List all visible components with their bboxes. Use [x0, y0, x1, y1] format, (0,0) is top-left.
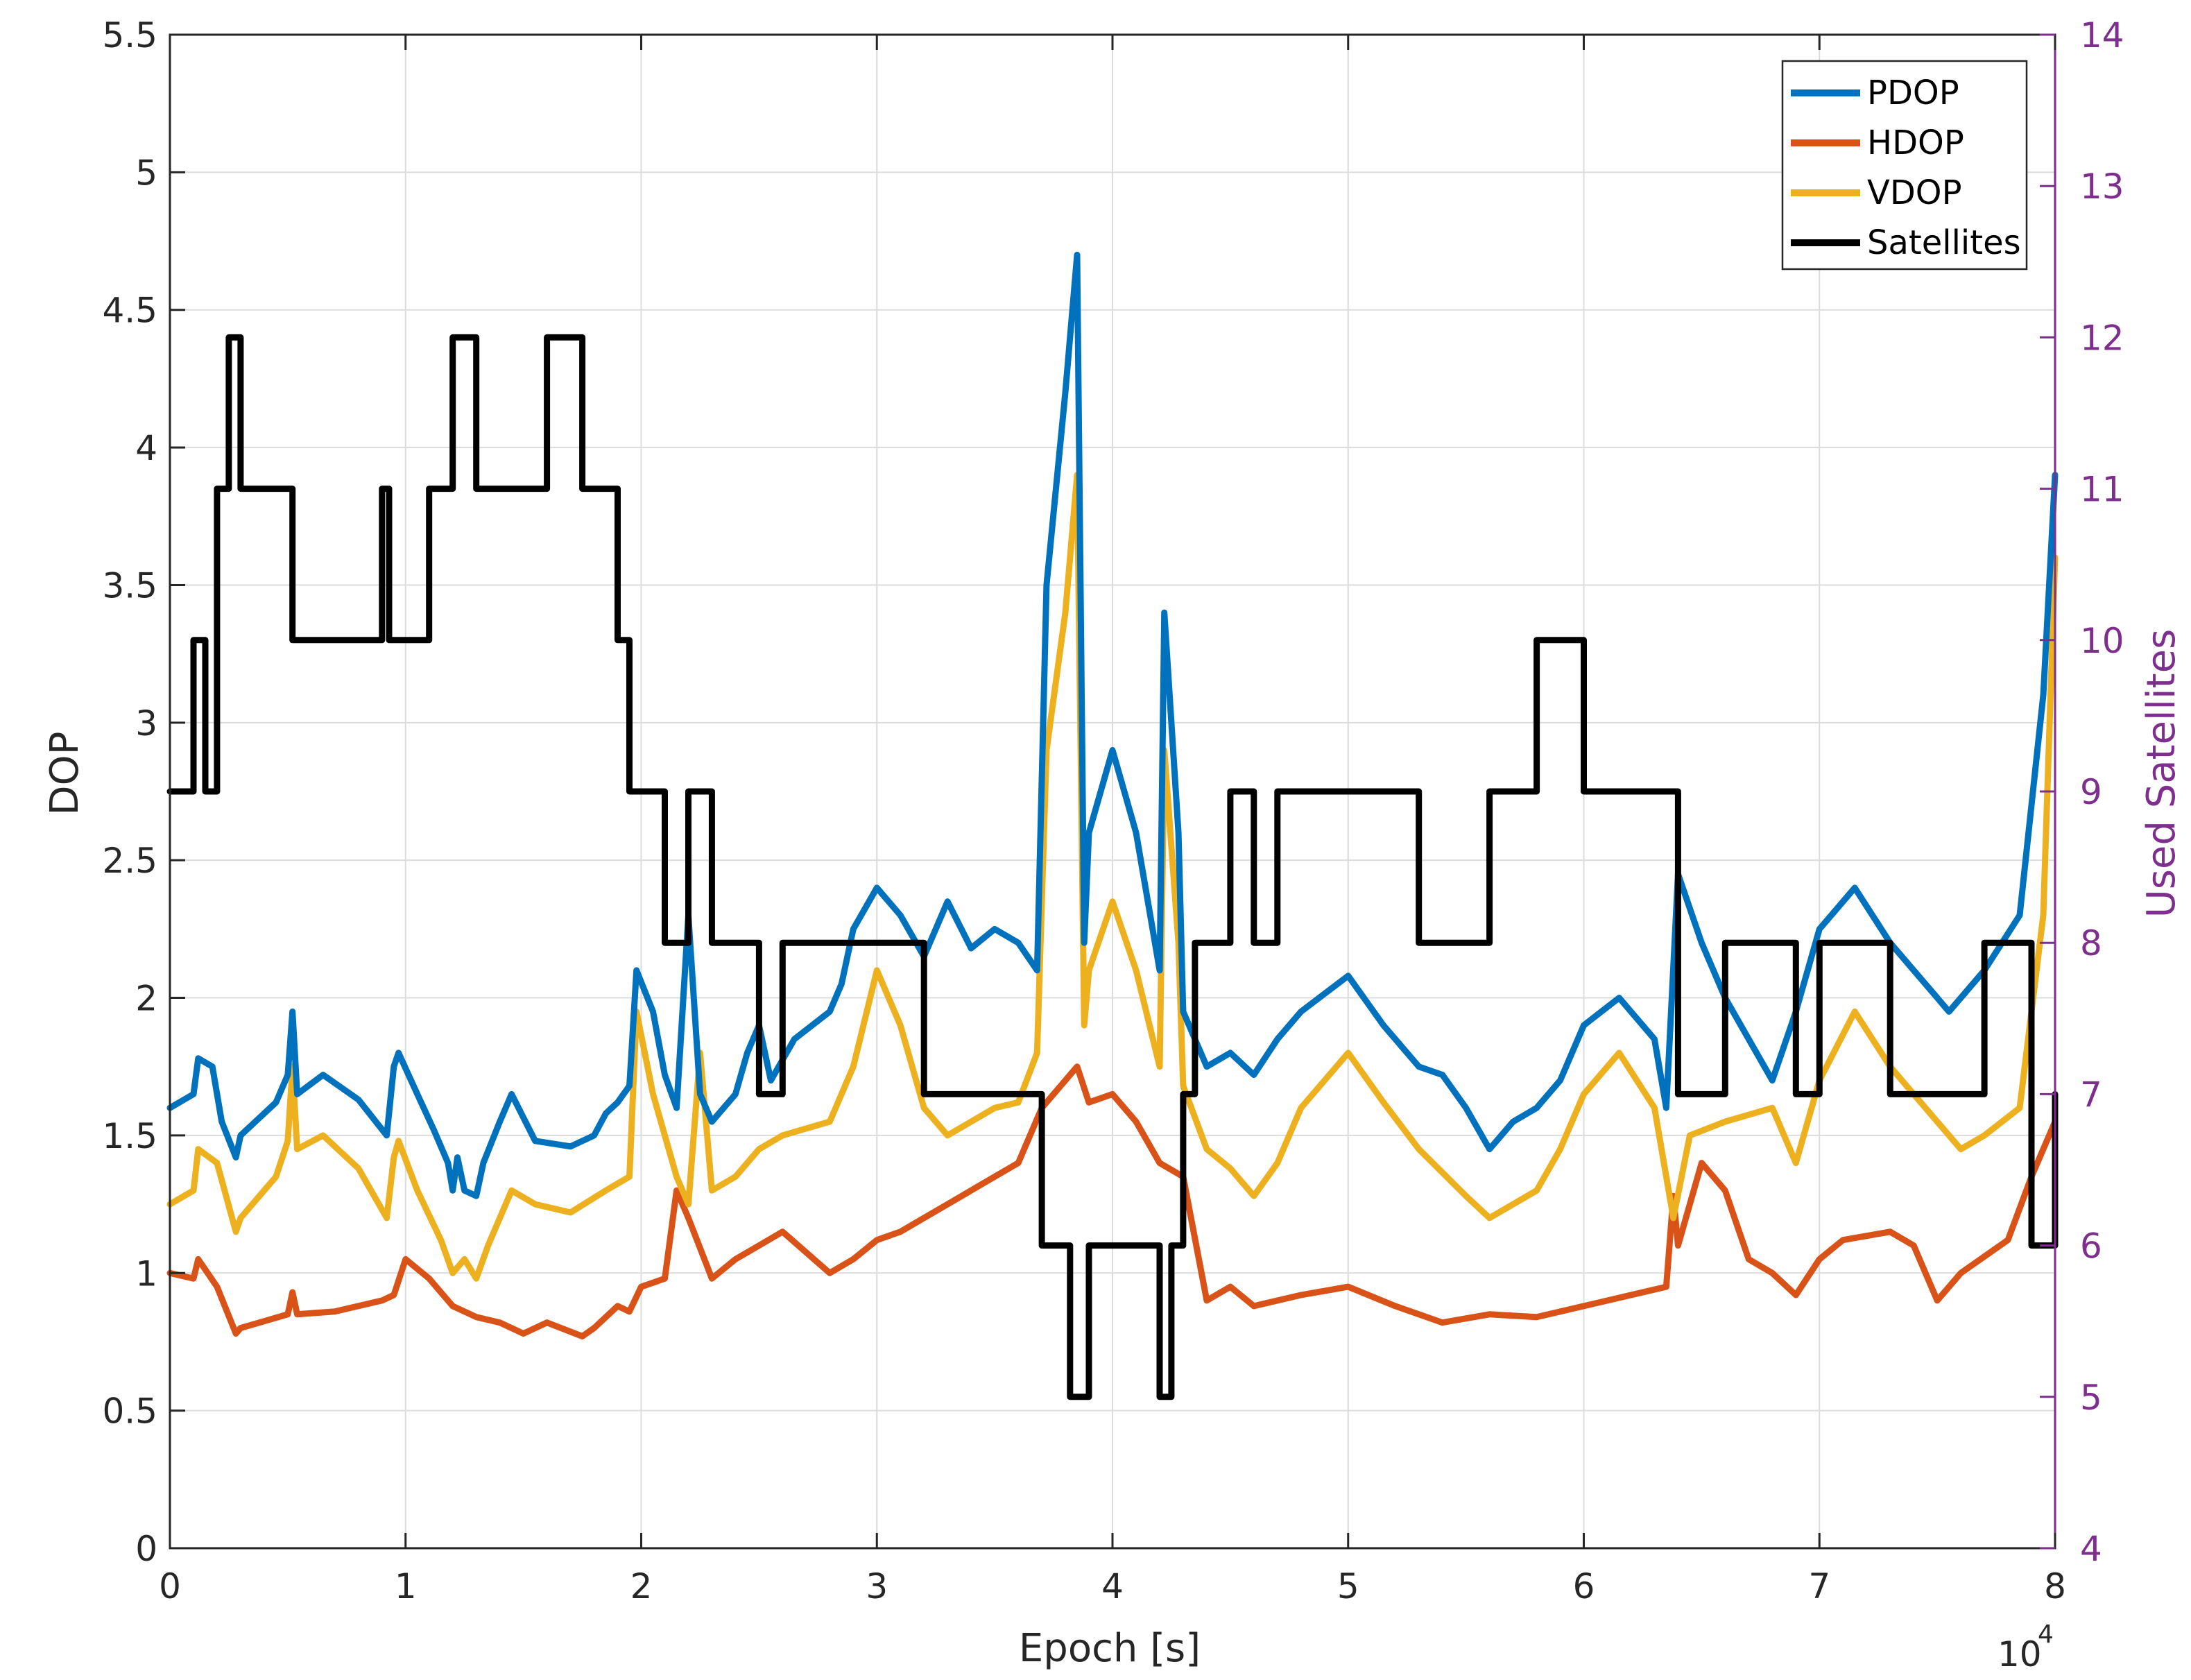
y-right-tick-label: 11: [2080, 470, 2124, 510]
legend-label-hdop: HDOP: [1867, 123, 1964, 162]
y-right-tick-label: 9: [2080, 772, 2102, 812]
y-right-tick-label: 13: [2080, 166, 2124, 207]
y-right-tick-label: 5: [2080, 1378, 2102, 1418]
y-left-tick-label: 3.5: [102, 565, 157, 606]
y-left-tick-label: 0.5: [102, 1391, 157, 1432]
x-tick-label: 1: [395, 1566, 417, 1606]
y-right-tick-label: 12: [2080, 318, 2124, 358]
series-line-hdop: [166, 1063, 2059, 1339]
series-line-satellites: [166, 334, 2059, 1400]
x-tick-label: 6: [1573, 1566, 1595, 1606]
x-axis-title: Epoch [s]: [1019, 1626, 1201, 1671]
y-left-tick-label: 5: [135, 153, 157, 193]
x-tick-label: 8: [2044, 1566, 2066, 1606]
x-tick-label: 0: [159, 1566, 181, 1606]
y-left-tick-label: 2: [135, 979, 157, 1019]
legend-label-satellites: Satellites: [1867, 223, 2021, 262]
y-right-tick-label: 4: [2080, 1529, 2102, 1569]
x-tick-label: 3: [866, 1566, 888, 1606]
y-right-tick-label: 6: [2080, 1226, 2102, 1267]
grid-lines: [170, 35, 2055, 1548]
x-multiplier: 10 4: [1997, 1620, 2054, 1674]
x-tick-label: 2: [630, 1566, 653, 1606]
y-left-tick-label: 5.5: [102, 15, 157, 55]
y-right-tick-label: 14: [2080, 15, 2124, 55]
x-tick-label: 4: [1101, 1566, 1124, 1606]
y-left-axis-title: DOP: [42, 732, 87, 816]
y-left-tick-label: 0: [135, 1529, 157, 1569]
y-left-axis-ticks: 0 0.5 1 1.5 2 2.5 3 3.5 4 4.5 5 5.5: [102, 15, 185, 1569]
y-right-tick-label: 8: [2080, 923, 2102, 963]
x-tick-label: 5: [1337, 1566, 1359, 1606]
legend-label-pdop: PDOP: [1867, 74, 1959, 112]
x-tick-label: 7: [1808, 1566, 1830, 1606]
y-right-axis-title: Used Satellites: [2139, 629, 2184, 918]
series-line-vdop: [166, 472, 2059, 1282]
y-left-tick-label: 1.5: [102, 1116, 157, 1156]
y-left-tick-label: 2.5: [102, 841, 157, 881]
y-right-tick-label: 7: [2080, 1074, 2102, 1115]
series-layer: [166, 251, 2059, 1400]
legend: PDOP HDOP VDOP Satellites: [1781, 60, 2028, 271]
y-right-tick-label: 10: [2080, 621, 2124, 661]
x-axis-ticks: 0 1 2 3 4 5 6 7 8: [159, 35, 2066, 1606]
y-left-tick-label: 4.5: [102, 291, 157, 331]
y-right-axis-ticks: 4 5 6 7 8 9 10 11 12 13 14: [2040, 15, 2124, 1569]
x-multiplier-exponent: 4: [2038, 1620, 2054, 1649]
y-left-tick-label: 1: [135, 1253, 157, 1294]
legend-label-vdop: VDOP: [1867, 173, 1962, 212]
x-multiplier-base: 10: [1997, 1634, 2042, 1674]
y-left-tick-label: 4: [135, 428, 157, 468]
y-left-tick-label: 3: [135, 703, 157, 744]
